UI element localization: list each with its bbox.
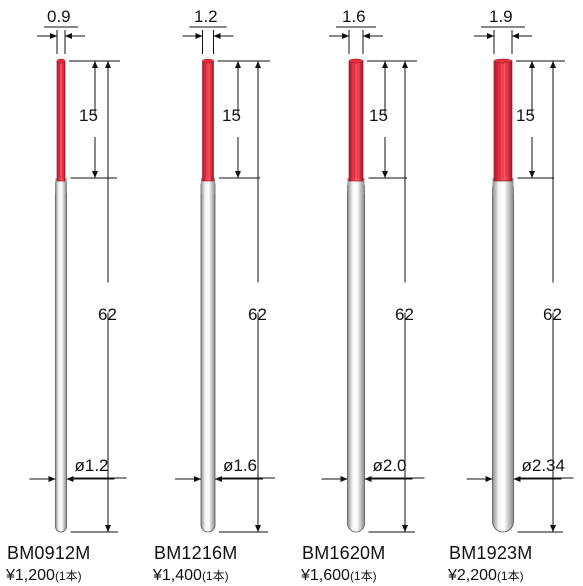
shank [55,177,67,533]
tip-length-label: 15 [222,106,241,125]
shank-diameter-label: ø2.0 [372,456,407,475]
price: ¥1,400(1本) [153,567,229,585]
tip-diameter-label: 1.6 [342,7,366,26]
shank [200,177,216,533]
price-amount: ¥1,600 [301,567,350,584]
total-length-label: 62 [395,305,414,324]
shank-top [347,178,365,194]
model-number: BM1620M [302,543,386,563]
price-amount: ¥2,200 [448,567,497,584]
price-amount: ¥1,400 [153,567,202,584]
tip-length-label: 15 [79,106,98,125]
model-number: BM0912M [7,543,91,563]
tip-diameter-label: 1.9 [489,7,513,26]
bristle-end [348,58,364,64]
price-unit: (1本) [54,569,82,583]
model-number: BM1216M [154,543,238,563]
price-unit: (1本) [496,569,524,583]
shank-top [55,178,67,194]
bristle-end [56,58,66,64]
shank-diameter-label: ø1.6 [223,456,258,475]
shank-diameter-label: ø1.2 [74,456,109,475]
total-length-label: 62 [543,305,562,324]
total-length-label: 62 [98,305,117,324]
bristle-end [202,58,214,64]
bristle-tip [56,60,66,182]
tip-length-label: 15 [369,106,388,125]
price-unit: (1本) [349,569,377,583]
price-amount: ¥1,200 [6,567,55,584]
bristle-tip [348,60,364,182]
price: ¥1,200(1本) [6,567,82,585]
shank-top [201,178,215,194]
price: ¥2,200(1本) [448,567,524,585]
tip-diameter-label: 0.9 [47,7,71,26]
total-length-label: 62 [248,305,267,324]
bristle-end [493,58,513,64]
price-unit: (1本) [201,569,229,583]
shank [492,177,514,533]
tip-length-label: 15 [516,106,535,125]
shank [347,177,365,533]
shank-top [492,178,514,194]
tip-diameter-label: 1.2 [194,7,218,26]
shank-diameter-label: ø2.34 [521,456,565,475]
price: ¥1,600(1本) [301,567,377,585]
model-number: BM1923M [449,543,533,563]
